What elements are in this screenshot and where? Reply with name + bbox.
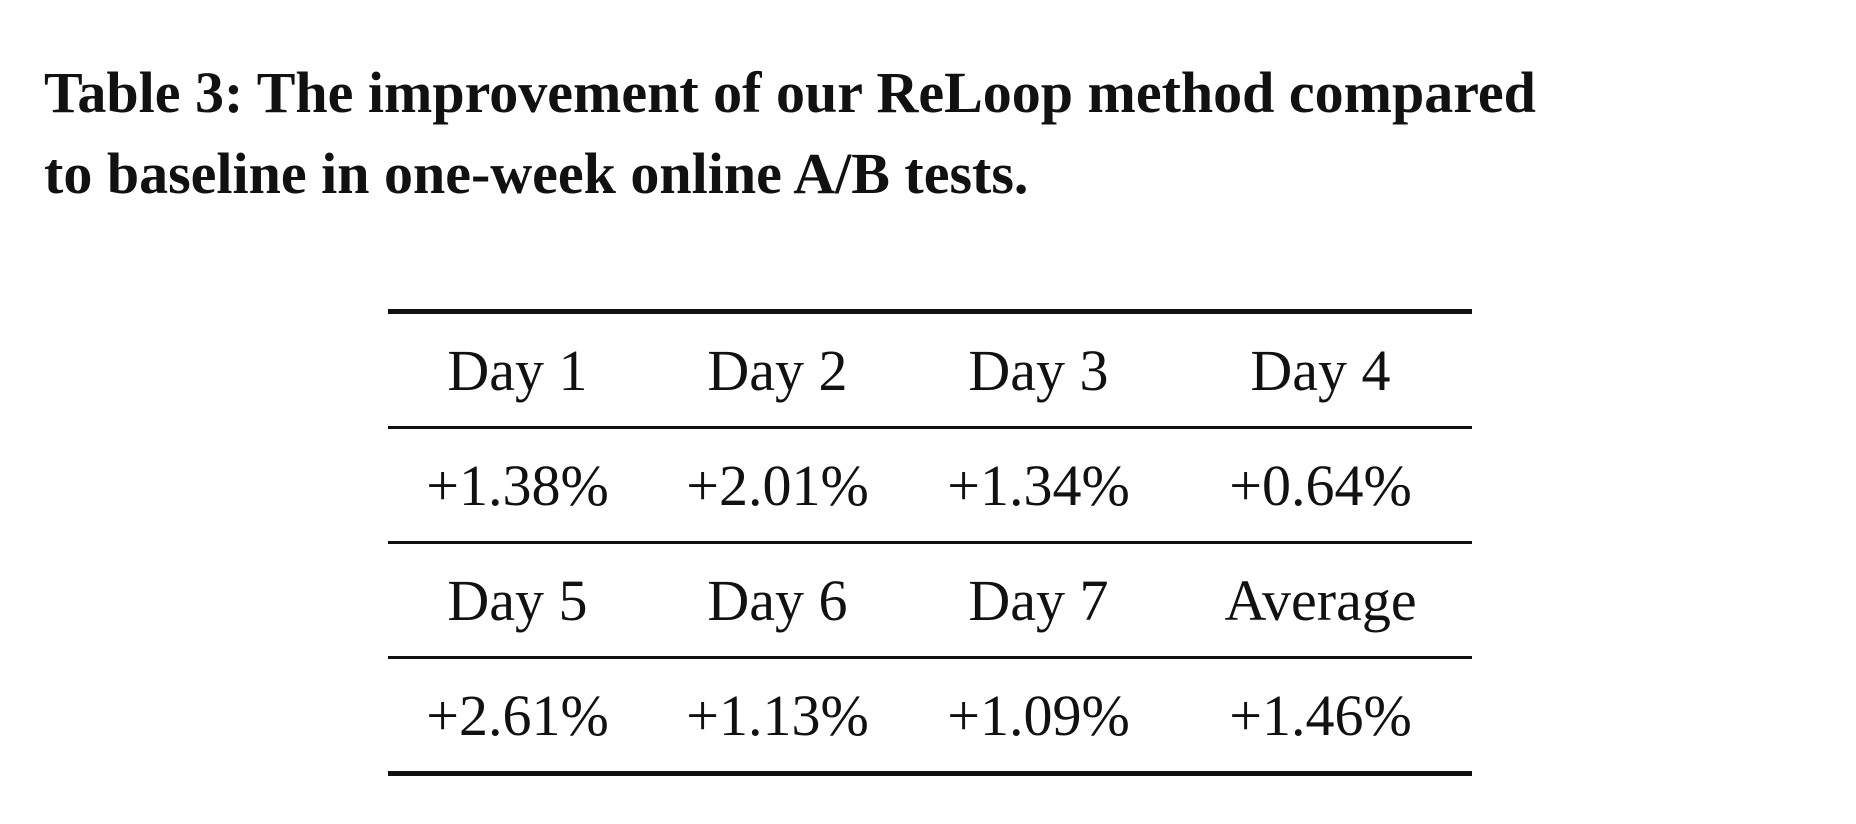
table-cell: +1.09% — [908, 657, 1169, 776]
table-cell: +1.13% — [647, 657, 908, 776]
table-cell: +0.64% — [1169, 427, 1472, 544]
table-cell: Day 3 — [908, 309, 1169, 429]
table-row-header-days-1-4: Day 1 Day 2 Day 3 Day 4 — [388, 309, 1472, 429]
table-cell: Average — [1169, 542, 1472, 659]
ab-test-results-table: Day 1 Day 2 Day 3 Day 4 +1.38% +2.01% +1… — [388, 309, 1472, 776]
table-caption: Table 3: The improvement of our ReLoop m… — [44, 52, 1844, 214]
table-cell: +1.46% — [1169, 657, 1472, 776]
table-row-values-days-5-7-average: +2.61% +1.13% +1.09% +1.46% — [388, 657, 1472, 776]
table-cell: Day 7 — [908, 542, 1169, 659]
table-cell: Day 2 — [647, 309, 908, 429]
table-cell: +2.61% — [388, 657, 647, 776]
table-cell: Day 5 — [388, 542, 647, 659]
table-cell: +2.01% — [647, 427, 908, 544]
table-cell: +1.38% — [388, 427, 647, 544]
table-cell: Day 6 — [647, 542, 908, 659]
caption-line-1: Table 3: The improvement of our ReLoop m… — [44, 60, 1536, 125]
table-cell: Day 1 — [388, 309, 647, 429]
table-row-values-days-1-4: +1.38% +2.01% +1.34% +0.64% — [388, 427, 1472, 544]
caption-line-2: to baseline in one-week online A/B tests… — [44, 141, 1029, 206]
table-cell: +1.34% — [908, 427, 1169, 544]
table-cell: Day 4 — [1169, 309, 1472, 429]
table-row-header-days-5-7-average: Day 5 Day 6 Day 7 Average — [388, 542, 1472, 659]
